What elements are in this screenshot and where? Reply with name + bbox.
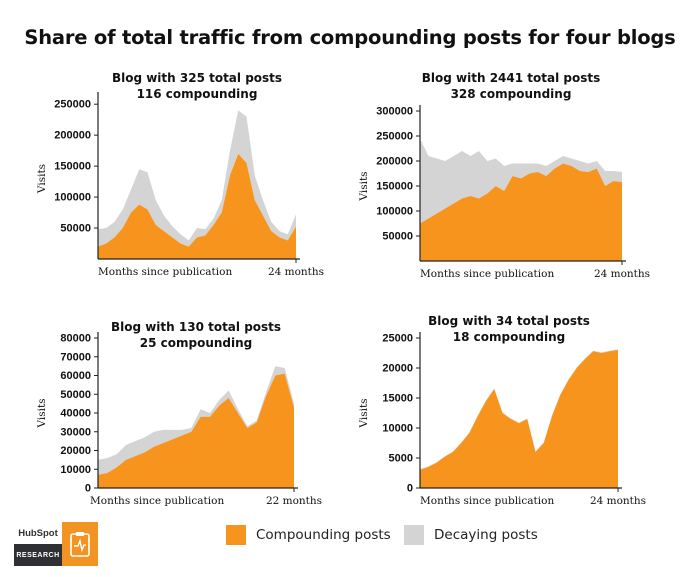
legend-label-decaying: Decaying posts xyxy=(434,527,538,543)
y-tick-label: 30000 xyxy=(60,426,91,438)
panel-title-line: Blog with 2441 total posts xyxy=(422,71,600,85)
x-axis-label: Months since publication xyxy=(420,495,554,507)
y-axis-label: Visits xyxy=(358,171,370,201)
panel-title-line: Blog with 34 total posts xyxy=(428,314,590,328)
legend-item-compounding: Compounding posts xyxy=(226,523,391,547)
legend-swatch-decaying xyxy=(404,525,424,545)
series-compounding-area xyxy=(98,153,296,259)
clipboard-pulse-icon xyxy=(62,522,98,566)
panel-title-line: Blog with 130 total posts xyxy=(111,320,281,334)
y-tick-label: 50000 xyxy=(60,389,91,401)
y-tick-label: 25000 xyxy=(382,333,413,345)
y-tick-label: 70000 xyxy=(60,351,91,363)
x-axis-label: Months since publication xyxy=(90,495,224,507)
y-tick-label: 40000 xyxy=(60,408,91,420)
y-tick-label: 0 xyxy=(407,483,413,495)
x-axis-end-label: 22 months xyxy=(266,495,322,507)
hubspot-research-logo: HubSpot RESEARCH xyxy=(14,522,98,566)
chart-panel-2: 50000 100000 150000 200000 250000 300000 Blog … xyxy=(358,71,650,280)
x-axis-end-label: 24 months xyxy=(590,495,646,507)
y-axis-label: Visits xyxy=(36,164,48,194)
y-tick-label: 300000 xyxy=(376,106,413,118)
y-tick-label: 60000 xyxy=(60,370,91,382)
logo-brand: HubSpot xyxy=(14,522,62,544)
y-tick-label: 5000 xyxy=(389,453,413,465)
y-tick-label: 50000 xyxy=(382,231,413,243)
panel-title-line: 18 compounding xyxy=(453,330,566,344)
series-decaying-area xyxy=(98,366,294,475)
series-decaying-area xyxy=(420,349,618,470)
series-compounding-area xyxy=(98,373,294,488)
panel-title-line: 25 compounding xyxy=(140,336,253,350)
y-tick-label: 200000 xyxy=(376,156,413,168)
y-tick-label: 10000 xyxy=(382,423,413,435)
y-tick-label: 20000 xyxy=(60,445,91,457)
legend-swatch-compounding xyxy=(226,525,246,545)
logo-sublabel: RESEARCH xyxy=(14,544,62,566)
y-tick-label: 100000 xyxy=(376,206,413,218)
panel-title-line: Blog with 325 total posts xyxy=(112,71,282,85)
y-tick-label: 0 xyxy=(85,483,91,495)
y-tick-label: 250000 xyxy=(376,131,413,143)
panel-title-line: 328 compounding xyxy=(451,87,572,101)
x-axis-end-label: 24 months xyxy=(594,268,650,280)
y-tick-label: 50000 xyxy=(60,223,91,235)
page-title: Share of total traffic from compounding … xyxy=(24,26,676,49)
chart-panel-1: 50000 100000 150000 200000 250000 Blog with 3… xyxy=(36,71,324,278)
series-compounding-area xyxy=(420,163,622,261)
y-tick-label: 15000 xyxy=(382,393,413,405)
y-tick-label: 80000 xyxy=(60,333,91,345)
chart-panel-3: 0 10000 20000 30000 40000 50000 60000 70000 8000… xyxy=(36,320,322,507)
y-axis-label: Visits xyxy=(358,398,370,428)
x-axis-label: Months since publication xyxy=(98,266,232,278)
legend-label-compounding: Compounding posts xyxy=(256,527,391,543)
y-axis-label: Visits xyxy=(36,398,48,428)
y-tick-label: 250000 xyxy=(54,99,91,111)
x-axis-end-label: 24 months xyxy=(268,266,324,278)
panel-title-line: 116 compounding xyxy=(137,87,258,101)
series-decaying-area xyxy=(98,110,296,247)
series-compounding-area xyxy=(420,350,618,488)
y-tick-label: 20000 xyxy=(382,363,413,375)
y-tick-label: 200000 xyxy=(54,130,91,142)
legend-item-decaying: Decaying posts xyxy=(404,523,538,547)
y-tick-label: 100000 xyxy=(54,192,91,204)
y-tick-label: 10000 xyxy=(60,464,91,476)
y-tick-label: 150000 xyxy=(54,161,91,173)
y-tick-label: 150000 xyxy=(376,181,413,193)
series-decaying-area xyxy=(420,138,622,224)
chart-panel-4: 0 5000 10000 15000 20000 25000 Blog with 34 to… xyxy=(358,314,646,507)
x-axis-label: Months since publication xyxy=(420,268,554,280)
